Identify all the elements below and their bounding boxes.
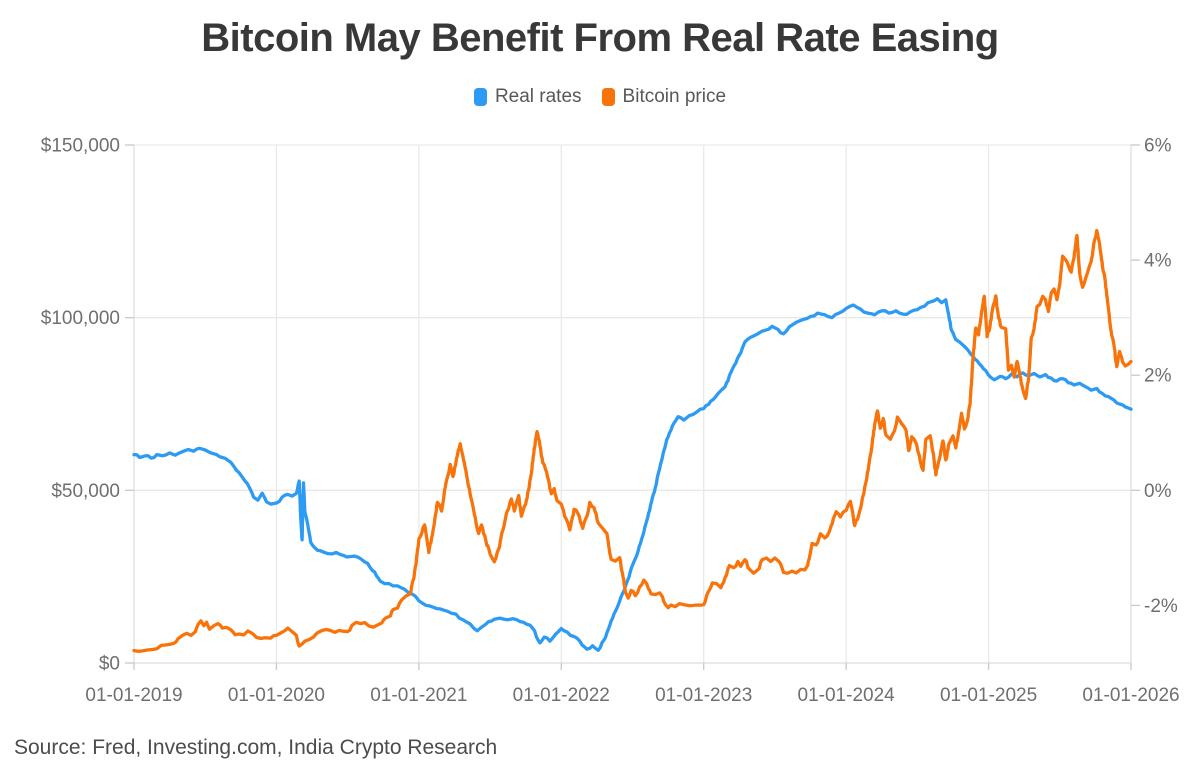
axis-lines <box>125 144 1140 670</box>
right-axis-tick-label: 6% <box>1144 136 1172 157</box>
x-axis-tick-label: 01-01-2024 <box>798 685 896 706</box>
legend: Real rates Bitcoin price <box>0 86 1200 108</box>
bitcoin-price-line <box>132 228 1133 653</box>
x-axis-tick-label: 01-01-2025 <box>940 685 1037 706</box>
x-axis-tick-label: 01-01-2021 <box>370 685 467 706</box>
series-lines <box>132 228 1133 653</box>
legend-item-real-rates: Real rates <box>473 86 582 108</box>
chart-title: Bitcoin May Benefit From Real Rate Easin… <box>201 16 999 60</box>
right-axis-tick-label: -2% <box>1144 596 1178 617</box>
real-rates-line <box>132 297 1133 652</box>
real-rates-swatch-icon <box>473 88 487 106</box>
legend-item-bitcoin-price: Bitcoin price <box>601 86 727 108</box>
right-axis-tick-label: 2% <box>1144 366 1172 387</box>
x-axis-tick-label: 01-01-2019 <box>85 685 182 706</box>
left-axis-tick-label: $150,000 <box>41 136 120 157</box>
legend-label-bitcoin-price: Bitcoin price <box>622 86 727 107</box>
left-axis-tick-label: $50,000 <box>51 481 120 502</box>
axis-labels: $150,000 $100,000 $50,000 $0 6% 4% 2% 0% -2% 01-0… <box>41 136 1180 707</box>
x-axis-tick-label: 01-01-2022 <box>513 685 610 706</box>
left-axis-tick-label: $100,000 <box>41 308 120 329</box>
right-axis-tick-label: 0% <box>1144 481 1172 502</box>
gridlines <box>134 144 1131 663</box>
x-axis-tick-label: 01-01-2026 <box>1082 685 1179 706</box>
x-axis-tick-label: 01-01-2020 <box>228 685 325 706</box>
bitcoin-price-swatch-icon <box>601 88 615 106</box>
legend-label-real-rates: Real rates <box>494 86 582 107</box>
source-note: Source: Fred, Investing.com, India Crypt… <box>14 736 498 759</box>
right-axis-tick-label: 4% <box>1144 251 1172 272</box>
left-axis-tick-label: $0 <box>99 654 120 675</box>
x-axis-tick-label: 01-01-2023 <box>655 685 752 706</box>
